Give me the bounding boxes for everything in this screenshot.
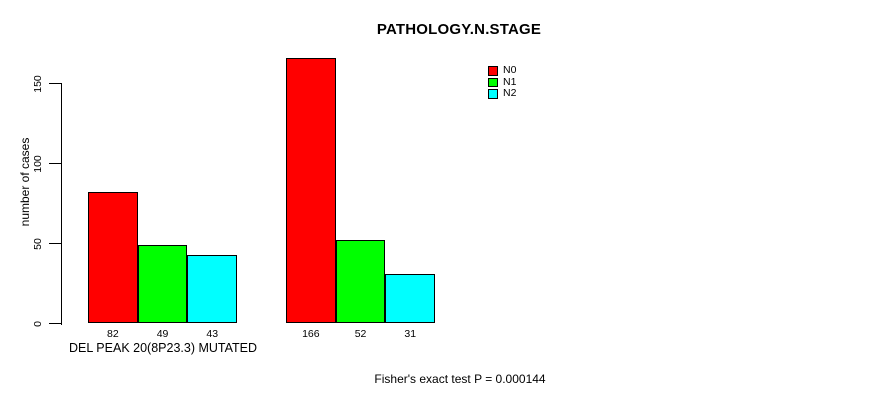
y-tick-label-100: 100 (32, 154, 44, 173)
legend-row-n1: N1 (488, 75, 517, 89)
legend-swatch-n0 (488, 66, 498, 76)
y-tick-150 (49, 82, 61, 85)
legend-row-n0: N0 (488, 64, 517, 77)
y-tick-50 (49, 242, 61, 245)
bar-value-label-group2-n2: 31 (404, 328, 417, 340)
bar-group1-n0 (88, 192, 138, 324)
bar-group2-n1 (335, 240, 386, 324)
stat-annotation: Fisher's exact test P = 0.000144 (374, 371, 546, 386)
y-axis-line (60, 82, 62, 325)
legend-label-n1: N1 (503, 75, 517, 88)
bar-group1-n2 (187, 254, 238, 324)
y-tick-label-50: 50 (32, 237, 44, 250)
bar-group2-n2 (385, 273, 436, 324)
legend-label-n0: N0 (503, 64, 517, 76)
bar-value-label-group2-n1: 52 (354, 328, 367, 340)
legend: N0 N1 N2 (488, 64, 517, 100)
legend-label-n2: N2 (503, 87, 517, 99)
y-tick-100 (49, 162, 61, 165)
bar-value-label-group1-n1: 49 (156, 328, 169, 340)
bar-value-label-group1-n2: 43 (206, 328, 219, 340)
chart-title: PATHOLOGY.N.STAGE (376, 21, 542, 38)
y-axis-label: number of cases (18, 137, 32, 227)
bar-group1-n1 (137, 245, 188, 324)
legend-swatch-n1 (488, 77, 498, 87)
y-tick-label-150: 150 (32, 74, 44, 93)
y-tick-0 (49, 322, 61, 325)
legend-row-n2: N2 (488, 87, 517, 100)
bar-value-label-group2-n0: 166 (302, 328, 320, 340)
legend-swatch-n2 (488, 89, 498, 99)
y-tick-label-0: 0 (32, 320, 44, 327)
bar-group2-n0 (286, 57, 336, 324)
x-axis-group-label: DEL PEAK 20(8P23.3) MUTATED (68, 341, 258, 355)
bar-value-label-group1-n0: 82 (107, 328, 119, 340)
